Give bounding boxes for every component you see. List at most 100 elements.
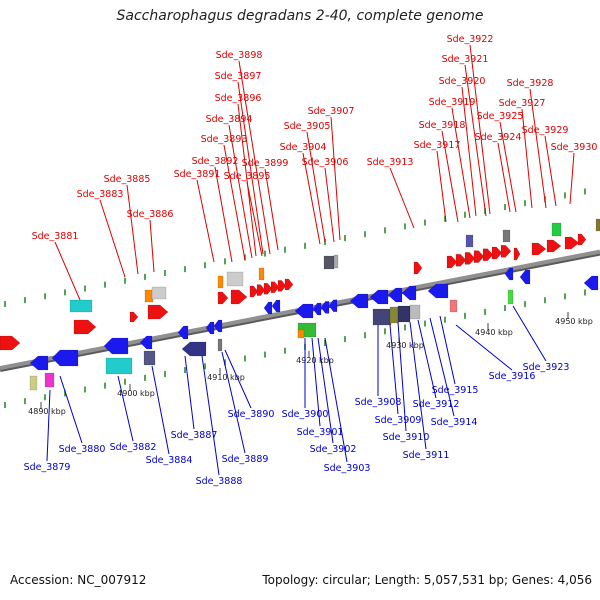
gene-label: Sde_3887 xyxy=(171,430,218,441)
gene-label-line xyxy=(417,319,437,399)
scale-label: 4930 kbp xyxy=(386,341,424,350)
accession-label: Accession: NC_007912 xyxy=(10,573,147,587)
forward-gene-block xyxy=(551,222,562,237)
gene-label-line xyxy=(237,81,264,255)
gene-label-line xyxy=(126,184,139,275)
scale-label: 4940 kbp xyxy=(475,328,513,337)
reverse-gene-block xyxy=(507,289,514,305)
gene-label-line xyxy=(324,167,335,243)
genome-title: Saccharophagus degradans 2-40, complete … xyxy=(116,8,484,24)
forward-gene xyxy=(256,284,266,296)
reverse-gene-block xyxy=(397,305,411,323)
reverse-gene xyxy=(328,299,338,313)
forward-gene xyxy=(147,304,169,320)
forward-gene xyxy=(455,253,467,267)
gene-label-line xyxy=(201,355,220,476)
forward-gene xyxy=(73,319,97,335)
gene-label-line xyxy=(544,135,557,207)
gene-label-line xyxy=(264,168,279,251)
reverse-gene xyxy=(349,293,369,309)
gene-label-line xyxy=(389,167,415,229)
gene-label: Sde_3913 xyxy=(367,157,414,168)
gene-label-line xyxy=(469,44,491,215)
gene-label-line xyxy=(238,60,271,255)
forward-gene xyxy=(546,239,562,253)
gene-label-line xyxy=(497,142,511,213)
forward-gene xyxy=(500,244,512,258)
forward-gene xyxy=(473,250,485,263)
reverse-gene xyxy=(401,285,417,301)
reverse-gene xyxy=(29,355,49,371)
gene-label: Sde_3902 xyxy=(310,444,357,455)
gene-label: Sde_3886 xyxy=(127,209,174,220)
gene-label: Sde_3898 xyxy=(216,50,263,61)
reverse-gene-block xyxy=(105,357,133,375)
scale-label: 4900 kbp xyxy=(117,389,155,398)
gene-label-line xyxy=(409,321,427,450)
gene-label-line xyxy=(196,179,215,263)
forward-gene-block xyxy=(502,229,511,243)
gene-label: Sde_3929 xyxy=(522,125,569,136)
gene-label-line xyxy=(569,152,575,205)
gene-label: Sde_3922 xyxy=(447,34,494,45)
gene-label-line xyxy=(439,315,456,385)
gene-label-line xyxy=(397,321,407,432)
reverse-gene xyxy=(320,301,330,314)
gene-label: Sde_3911 xyxy=(403,450,450,461)
reverse-gene-block xyxy=(44,372,55,388)
gene-label-line xyxy=(224,349,252,409)
gene-label-line xyxy=(529,88,547,209)
gene-label: Sde_3919 xyxy=(429,97,476,108)
gene-label: Sde_3905 xyxy=(284,121,331,132)
gene-label: Sde_3901 xyxy=(297,427,344,438)
forward-gene-block xyxy=(226,271,244,287)
gene-label-line xyxy=(306,131,326,243)
reverse-gene-block xyxy=(372,308,392,326)
gene-label-line xyxy=(512,305,547,362)
reverse-gene xyxy=(271,299,281,313)
forward-gene-block xyxy=(69,299,93,313)
gene-label-line xyxy=(521,108,533,209)
gene-label: Sde_3906 xyxy=(302,157,349,168)
forward-gene-block xyxy=(595,218,600,232)
gene-label-line xyxy=(441,130,459,223)
gene-label: Sde_3923 xyxy=(523,362,570,373)
gene-label: Sde_3892 xyxy=(192,156,239,167)
gene-label: Sde_3888 xyxy=(196,476,243,487)
forward-gene xyxy=(482,248,494,262)
gene-label: Sde_3897 xyxy=(215,71,262,82)
gene-label: Sde_3894 xyxy=(206,114,253,125)
forward-gene-block xyxy=(217,275,224,289)
gene-label: Sde_3917 xyxy=(414,140,461,151)
reverse-gene xyxy=(139,335,153,350)
reverse-gene xyxy=(294,303,314,319)
gene-label-line xyxy=(302,152,321,245)
gene-label-line xyxy=(436,150,447,223)
reverse-gene xyxy=(312,302,322,316)
forward-gene xyxy=(413,261,423,275)
forward-gene-block xyxy=(465,234,474,248)
reverse-gene-block xyxy=(409,304,421,320)
gene-label: Sde_3915 xyxy=(432,385,479,396)
forward-gene xyxy=(217,291,229,305)
gene-label: Sde_3879 xyxy=(24,462,71,473)
gene-label-line xyxy=(311,337,321,427)
reverse-gene xyxy=(263,301,273,315)
gene-label: Sde_3927 xyxy=(499,98,546,109)
gene-label: Sde_3914 xyxy=(431,417,478,428)
forward-gene xyxy=(513,247,521,261)
forward-gene xyxy=(129,311,139,323)
gene-label: Sde_3882 xyxy=(110,442,157,453)
reverse-gene-block xyxy=(297,329,305,339)
gene-label: Sde_3904 xyxy=(280,142,327,153)
reverse-gene-block xyxy=(143,350,156,366)
gene-label: Sde_3910 xyxy=(383,432,430,443)
gene-label-line xyxy=(324,337,348,463)
forward-gene xyxy=(446,255,458,269)
gene-label-line xyxy=(464,64,487,217)
reverse-gene-block xyxy=(217,338,223,352)
gene-label-line xyxy=(117,375,134,442)
forward-gene xyxy=(270,281,280,294)
reverse-gene xyxy=(51,349,79,367)
forward-gene xyxy=(564,236,580,250)
